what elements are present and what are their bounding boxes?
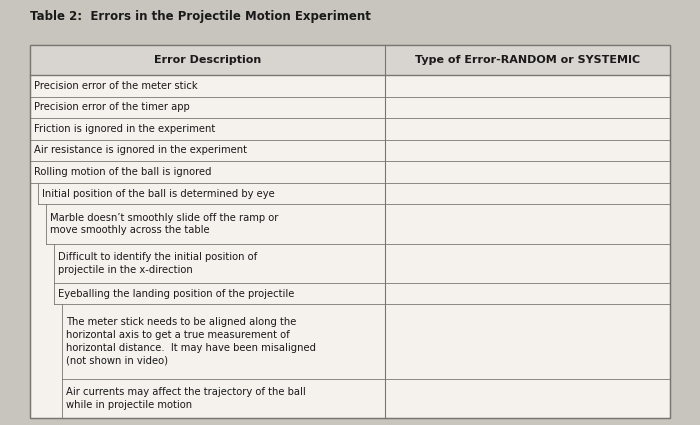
Bar: [30, 45, 670, 418]
Text: Type of Error-RANDOM or SYSTEMIC: Type of Error-RANDOM or SYSTEMIC: [415, 55, 640, 65]
Text: Eyeballing the landing position of the projectile: Eyeballing the landing position of the p…: [58, 289, 295, 298]
Text: Difficult to identify the initial position of
projectile in the x-direction: Difficult to identify the initial positi…: [58, 252, 258, 275]
Text: Air resistance is ignored in the experiment: Air resistance is ignored in the experim…: [34, 145, 247, 156]
Text: Precision error of the timer app: Precision error of the timer app: [34, 102, 190, 112]
Text: The meter stick needs to be aligned along the
horizontal axis to get a true meas: The meter stick needs to be aligned alon…: [66, 317, 316, 366]
Text: Initial position of the ball is determined by eye: Initial position of the ball is determin…: [42, 189, 274, 198]
Text: Precision error of the meter stick: Precision error of the meter stick: [34, 81, 197, 91]
Text: Friction is ignored in the experiment: Friction is ignored in the experiment: [34, 124, 216, 134]
Bar: [30, 45, 670, 418]
Text: Error Description: Error Description: [154, 55, 261, 65]
Text: Air currents may affect the trajectory of the ball
while in projectile motion: Air currents may affect the trajectory o…: [66, 387, 306, 410]
Text: Marble doesn’t smoothly slide off the ramp or
move smoothly across the table: Marble doesn’t smoothly slide off the ra…: [50, 212, 279, 235]
Bar: [30, 45, 670, 75]
Text: Rolling motion of the ball is ignored: Rolling motion of the ball is ignored: [34, 167, 211, 177]
Text: Table 2:  Errors in the Projectile Motion Experiment: Table 2: Errors in the Projectile Motion…: [30, 10, 371, 23]
